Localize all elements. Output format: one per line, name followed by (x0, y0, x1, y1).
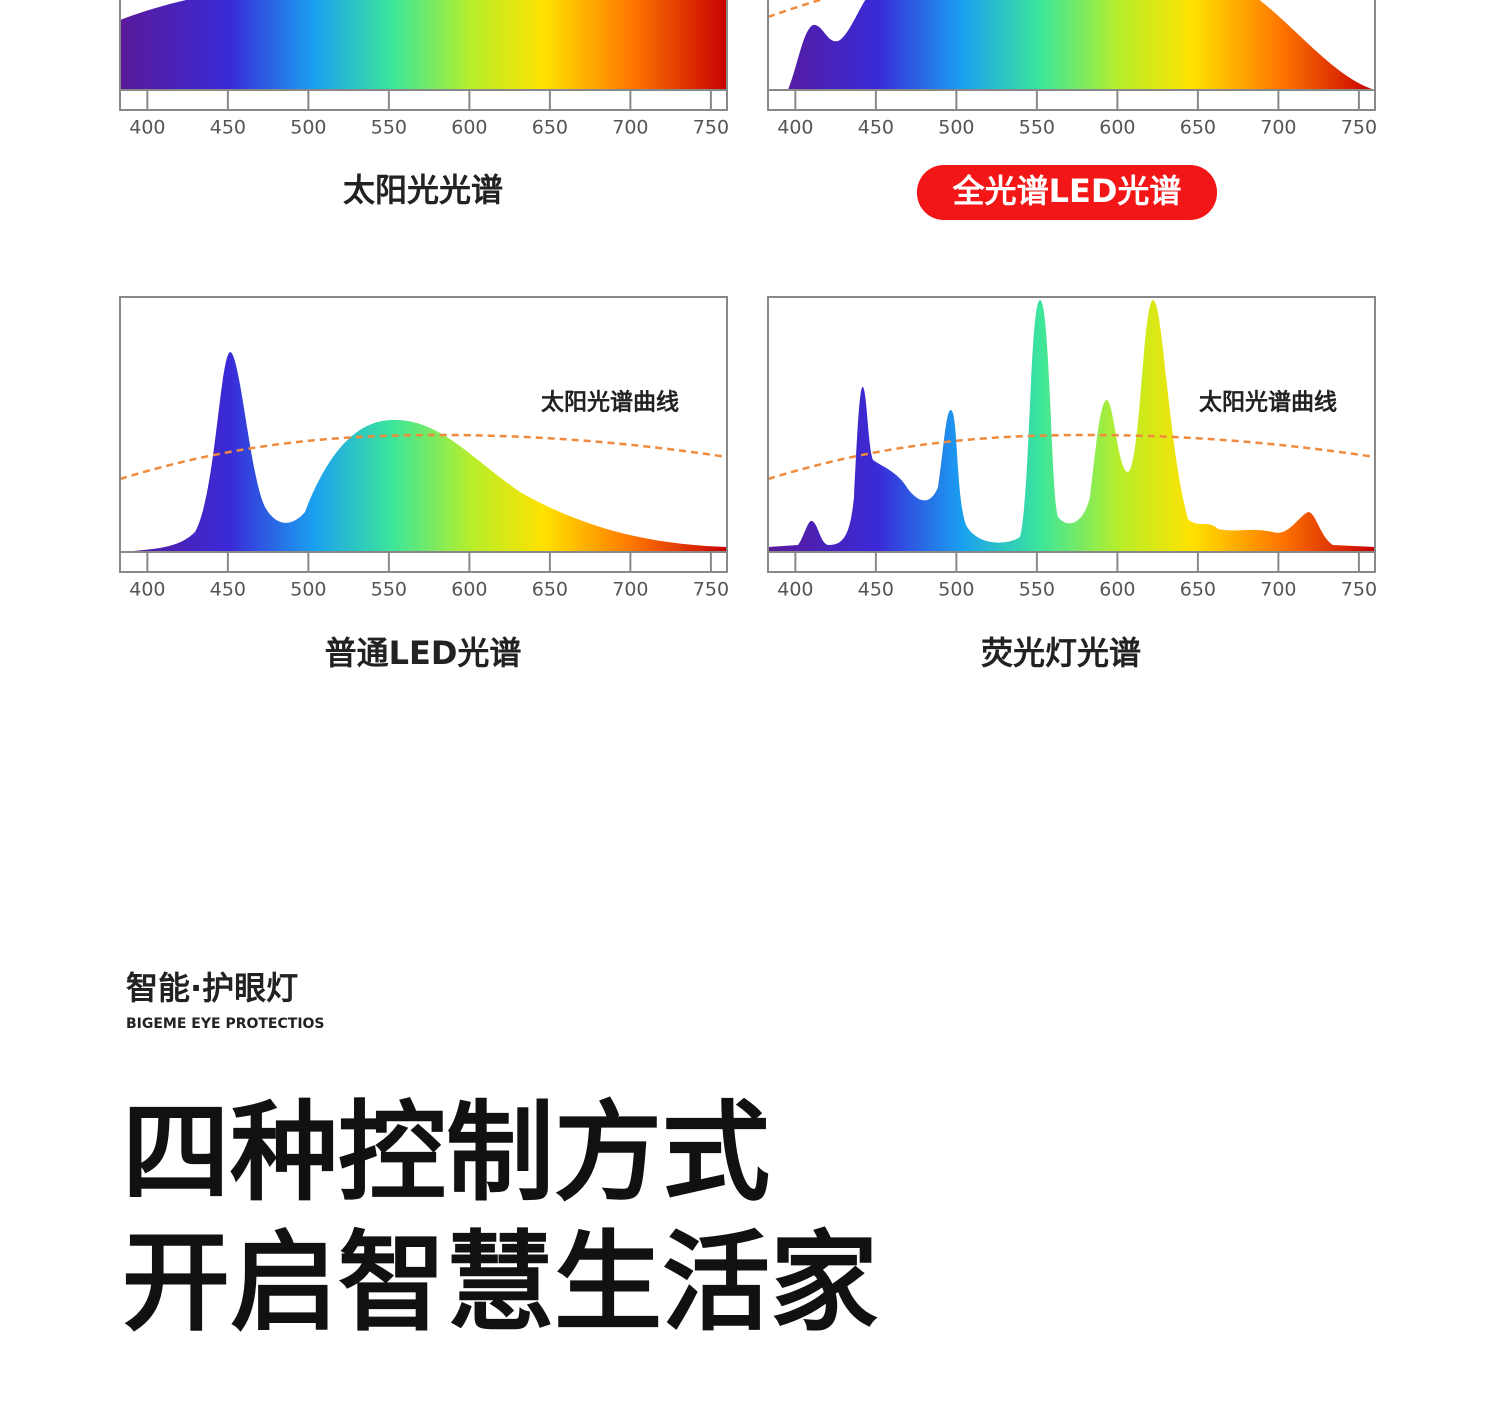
tick-label: 600 (1099, 117, 1135, 139)
spectrum-fill (788, 0, 1375, 90)
tick-label: 400 (129, 579, 165, 601)
tick-label: 500 (938, 117, 974, 139)
tick-label: 700 (612, 579, 648, 601)
tick-label: 700 (1260, 579, 1296, 601)
panel-title: 全光谱LED光谱 (952, 172, 1182, 210)
tick-label: 550 (1019, 117, 1055, 139)
tick-label: 650 (1180, 579, 1216, 601)
tick-label: 700 (612, 117, 648, 139)
spectrum-panel: 太阳光谱曲线 普通LED光谱 400 450 500 550 600 650 700 750 (119, 296, 729, 672)
tick-label: 600 (451, 117, 487, 139)
tick-label: 650 (1180, 117, 1216, 139)
tick-label: 500 (290, 579, 326, 601)
section-tag-en: BIGEME EYE PROTECTIOS (126, 1016, 325, 1032)
tick-label: 750 (1341, 579, 1377, 601)
tick-label: 500 (290, 117, 326, 139)
tick-label: 550 (371, 117, 407, 139)
section-tag: 智能·护眼灯 (126, 969, 298, 1007)
curve-label: 太阳光谱曲线 (541, 389, 679, 416)
tick-label: 450 (210, 117, 246, 139)
panel-frame (119, 296, 728, 573)
spectrum-fill (120, 0, 727, 90)
tick-label: 750 (1341, 117, 1377, 139)
tick-label: 450 (210, 579, 246, 601)
tick-label: 750 (693, 117, 729, 139)
headline-line: 四种控制方式 (122, 1091, 770, 1216)
highlight-pill (917, 165, 1217, 220)
spectrum-fill (768, 300, 1375, 552)
panel-title: 普通LED光谱 (325, 634, 522, 672)
sun-curve (767, 433, 1376, 481)
tick-label: 600 (1099, 579, 1135, 601)
tick-label: 600 (451, 579, 487, 601)
spectrum-panel: 太阳光谱曲线 荧光灯光谱 400 450 500 550 600 650 700 750 (767, 296, 1377, 672)
tick-label: 650 (532, 579, 568, 601)
panel-frame (119, 0, 728, 111)
tick-label: 450 (858, 117, 894, 139)
panel-title: 荧光灯光谱 (981, 634, 1141, 672)
tick-label: 400 (777, 579, 813, 601)
spectrum-panel: 全光谱LED光谱 400 450 500 550 600 650 700 750 (767, 0, 1377, 220)
sun-curve (767, 0, 825, 19)
panel-title: 太阳光光谱 (343, 171, 503, 209)
tick-label: 400 (777, 117, 813, 139)
tick-label: 750 (693, 579, 729, 601)
panel-frame (767, 0, 1376, 111)
tick-label: 550 (371, 579, 407, 601)
tick-label: 550 (1019, 579, 1055, 601)
headline-line: 开启智慧生活家 (122, 1221, 878, 1346)
tick-label: 650 (532, 117, 568, 139)
spectrum-fill (120, 352, 727, 552)
curve-label: 太阳光谱曲线 (1199, 389, 1337, 416)
tick-label: 450 (858, 579, 894, 601)
tick-label: 400 (129, 117, 165, 139)
tick-label: 700 (1260, 117, 1296, 139)
spectrum-panel: 太阳光光谱 400 450 500 550 600 650 700 750 (119, 0, 729, 209)
sun-curve (119, 433, 728, 481)
tick-label: 500 (938, 579, 974, 601)
panel-frame (767, 296, 1376, 573)
